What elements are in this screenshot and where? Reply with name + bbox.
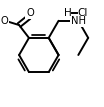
Text: NH: NH <box>71 16 86 26</box>
Text: O: O <box>0 16 8 26</box>
Text: Cl: Cl <box>77 7 87 18</box>
Text: O: O <box>26 8 34 18</box>
Text: H: H <box>64 7 71 18</box>
